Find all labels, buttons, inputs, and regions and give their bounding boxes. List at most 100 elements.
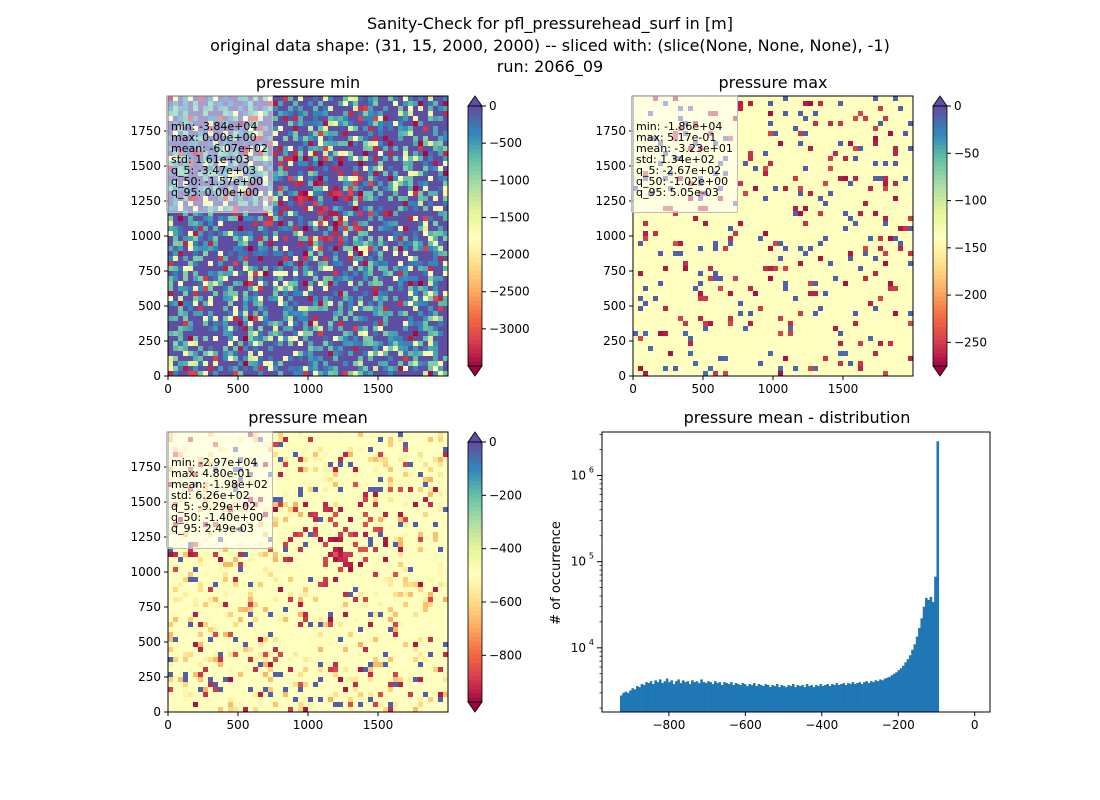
histogram-bar (734, 683, 738, 712)
histogram-bar (780, 685, 784, 712)
y-tick-label: 500 (138, 635, 161, 649)
histogram-bar (656, 682, 660, 712)
y-tick-label: 10 (571, 555, 586, 569)
histogram-bar (778, 687, 781, 712)
y-tick-label: 1000 (130, 229, 161, 243)
y-tick-exponent: 5 (589, 552, 594, 561)
x-tick-label: −400 (805, 718, 838, 732)
stat-q5: q_5: -2.67e+02 (636, 164, 722, 177)
figure-title-line-2: original data shape: (31, 15, 2000, 2000… (210, 36, 890, 55)
colorbar-extend-min (467, 701, 483, 713)
y-tick-label: 1750 (595, 124, 626, 138)
colorbar-tick-label: −600 (489, 595, 522, 609)
stat-q5: q_5: -9.29e+02 (171, 500, 257, 513)
colorbar-tick-label: −50 (954, 146, 979, 160)
histogram-bar (805, 684, 809, 712)
stat-min: min: -1.86e+04 (636, 120, 723, 133)
x-tick-label: 1500 (828, 382, 859, 396)
x-tick-label: 1500 (363, 718, 394, 732)
stat-max: max: 5.17e-01 (636, 131, 717, 144)
stat-min: min: -3.84e+04 (171, 120, 258, 133)
histogram-bar (904, 662, 907, 712)
histogram-bar (867, 683, 871, 712)
stats-box-pressure-max: min: -1.86e+04 max: 5.17e-01 mean: -3.23e+… (631, 95, 738, 213)
histogram-bar (791, 684, 795, 712)
y-tick-label: 250 (603, 334, 626, 348)
histogram-bar (688, 684, 692, 712)
histogram-bar (771, 685, 774, 712)
x-tick-label: 0 (629, 382, 637, 396)
histogram-bar (681, 680, 685, 712)
y-tick-label: 1000 (595, 229, 626, 243)
histogram-bar (720, 685, 724, 712)
histogram-bar (902, 665, 905, 712)
histogram-bar (814, 685, 818, 712)
x-tick-label: 0 (164, 382, 172, 396)
heatmap-pressure-min: 0 500 1000 1500 0 250 500 750 1000 1250 1500 1750 0… (130, 95, 530, 396)
histogram-bar (723, 682, 726, 712)
colorbar-tick-label: −1500 (489, 210, 530, 224)
histogram-bar (886, 677, 889, 712)
y-tick-label: 10 (571, 469, 586, 483)
y-tick-label: 500 (603, 299, 626, 313)
histogram-bar (863, 682, 866, 712)
y-tick-label: 0 (618, 369, 626, 383)
histogram-bar (718, 682, 722, 712)
colorbar-tick-label: 0 (489, 99, 497, 113)
colorbar-tick-label: −1000 (489, 173, 530, 187)
histogram-bar (743, 684, 747, 712)
histogram-bar (677, 679, 680, 712)
histogram-bar (707, 681, 710, 712)
stat-q95: q_95: 2.49e-03 (171, 522, 254, 535)
histogram-bar (856, 683, 859, 712)
histogram-bar (642, 685, 646, 712)
histogram-bar (631, 688, 635, 712)
colorbar-extend-min (932, 365, 948, 377)
colorbar-extend-max (467, 95, 483, 107)
histogram-bar (752, 683, 756, 712)
histogram-bar (736, 684, 740, 712)
histogram-bar (652, 684, 655, 712)
histogram-bar (661, 683, 664, 712)
histogram-bar (732, 685, 735, 712)
histogram-bar (915, 636, 919, 712)
histogram-bar (895, 672, 898, 712)
histogram-bar (849, 684, 852, 712)
histogram-bar (647, 683, 651, 712)
histogram-bar (899, 668, 903, 712)
histogram-bar (874, 680, 878, 712)
histogram-bar (716, 683, 719, 712)
histogram-bar (640, 684, 644, 712)
stat-std: std: 1.34e+02 (636, 153, 715, 166)
histogram-bar (826, 684, 829, 712)
histogram-bar (810, 685, 813, 712)
panel-title-pressure-mean: pressure mean (248, 408, 368, 427)
histogram-bar (817, 686, 820, 712)
y-tick-label: 1500 (595, 159, 626, 173)
stat-q95: q_95: 0.00e+00 (171, 186, 260, 199)
histogram-bar (808, 686, 811, 712)
histogram-bar (853, 684, 857, 712)
histogram-bar (796, 685, 800, 712)
histogram-bar (746, 686, 749, 712)
histogram-bar (755, 686, 758, 712)
colorbar-tick-label: −250 (954, 335, 987, 349)
histogram-bar (730, 682, 733, 712)
colorbar-tick-label: −100 (954, 194, 987, 208)
stat-q50: q_50: -1.40e+00 (171, 511, 264, 524)
x-tick-label: 500 (227, 718, 250, 732)
histogram-bar (711, 684, 715, 712)
colorbar-extend-max (467, 431, 483, 443)
histogram-bar (897, 670, 901, 712)
x-tick-label: 0 (164, 718, 172, 732)
histogram-bar (835, 683, 839, 712)
figure-title-line-1: Sanity-Check for pfl_pressurehead_surf i… (367, 14, 733, 33)
colorbar-tick-label: −2500 (489, 285, 530, 299)
histogram-bar (876, 681, 880, 712)
histogram-bar (645, 682, 648, 712)
panel-title-pressure-min: pressure min (255, 73, 361, 92)
histogram-bar (785, 687, 788, 712)
x-tick-label: 0 (971, 718, 979, 732)
stat-max: max: 0.00e+00 (171, 131, 257, 144)
histogram-bar (702, 682, 706, 712)
